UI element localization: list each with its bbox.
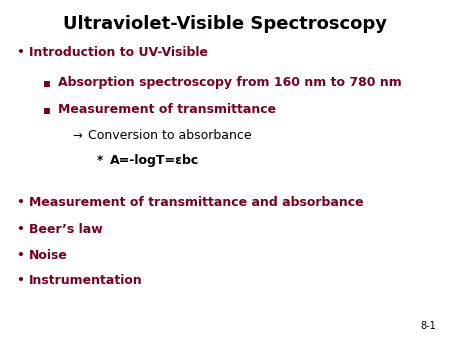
Text: Measurement of transmittance: Measurement of transmittance [58, 103, 277, 116]
Text: Noise: Noise [29, 249, 68, 262]
Text: Absorption spectroscopy from 160 nm to 780 nm: Absorption spectroscopy from 160 nm to 7… [58, 76, 402, 89]
Text: A=-logT=εbc: A=-logT=εbc [110, 154, 199, 167]
Text: •: • [16, 223, 23, 236]
Text: ▪: ▪ [43, 76, 51, 89]
Text: •: • [16, 274, 23, 287]
Text: •: • [16, 46, 23, 59]
Text: *: * [97, 154, 103, 167]
Text: •: • [16, 196, 23, 209]
Text: Instrumentation: Instrumentation [29, 274, 143, 287]
Text: ▪: ▪ [43, 103, 51, 116]
Text: →: → [72, 129, 82, 142]
Text: Conversion to absorbance: Conversion to absorbance [88, 129, 252, 142]
Text: Measurement of transmittance and absorbance: Measurement of transmittance and absorba… [29, 196, 364, 209]
Text: •: • [16, 249, 23, 262]
Text: Beer’s law: Beer’s law [29, 223, 103, 236]
Text: 8-1: 8-1 [421, 321, 436, 331]
Text: Ultraviolet-Visible Spectroscopy: Ultraviolet-Visible Spectroscopy [63, 15, 387, 33]
Text: Introduction to UV-Visible: Introduction to UV-Visible [29, 46, 208, 59]
